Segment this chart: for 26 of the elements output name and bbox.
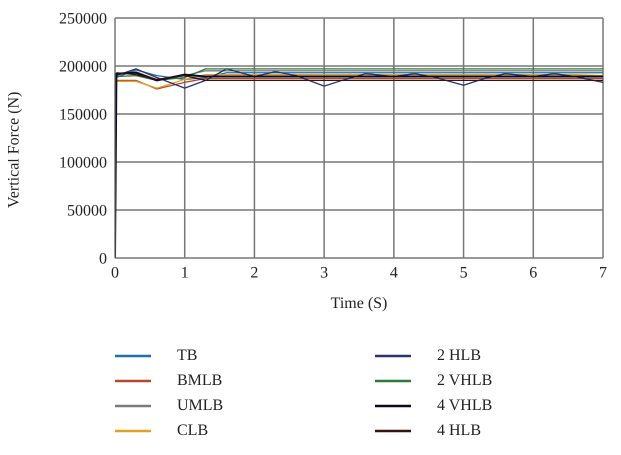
legend-label: 2 HLB [437,346,481,364]
legend-label: 4 HLB [437,422,481,440]
legend-label: UMLB [177,396,224,414]
y-tick-label: 0 [99,250,107,268]
x-axis-title: Time (S) [330,295,388,312]
x-tick-label: 0 [111,264,119,282]
y-tick-label: 100000 [59,154,107,172]
x-tick-label: 1 [180,264,189,282]
x-tick-label: 5 [460,264,468,282]
legend-label: BMLB [177,372,222,390]
y-axis-title: Vertical Force (N) [6,92,23,208]
legend-label: CLB [177,422,208,440]
y-tick-label: 200000 [59,58,107,76]
x-tick-label: 3 [320,264,328,282]
legend-label: 2 VHLB [437,372,492,390]
legend-label: TB [177,346,198,364]
y-tick-label: 150000 [59,106,107,124]
x-tick-label: 4 [390,264,398,282]
line-series [116,74,603,89]
y-tick-label: 250000 [59,10,107,28]
line-series [116,78,603,90]
x-tick-label: 7 [599,264,607,282]
x-tick-label: 2 [250,264,258,282]
x-tick-label: 6 [529,264,538,282]
legend-label: 4 VHLB [437,396,492,414]
y-tick-label: 50000 [67,202,107,220]
